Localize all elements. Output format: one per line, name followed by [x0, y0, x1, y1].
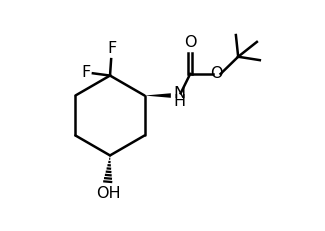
- Text: O: O: [184, 35, 197, 50]
- Text: N: N: [174, 86, 186, 101]
- Polygon shape: [145, 93, 171, 98]
- Text: F: F: [81, 65, 90, 80]
- Text: H: H: [174, 94, 186, 109]
- Text: F: F: [107, 41, 116, 56]
- Text: OH: OH: [97, 186, 121, 201]
- Text: O: O: [210, 66, 223, 81]
